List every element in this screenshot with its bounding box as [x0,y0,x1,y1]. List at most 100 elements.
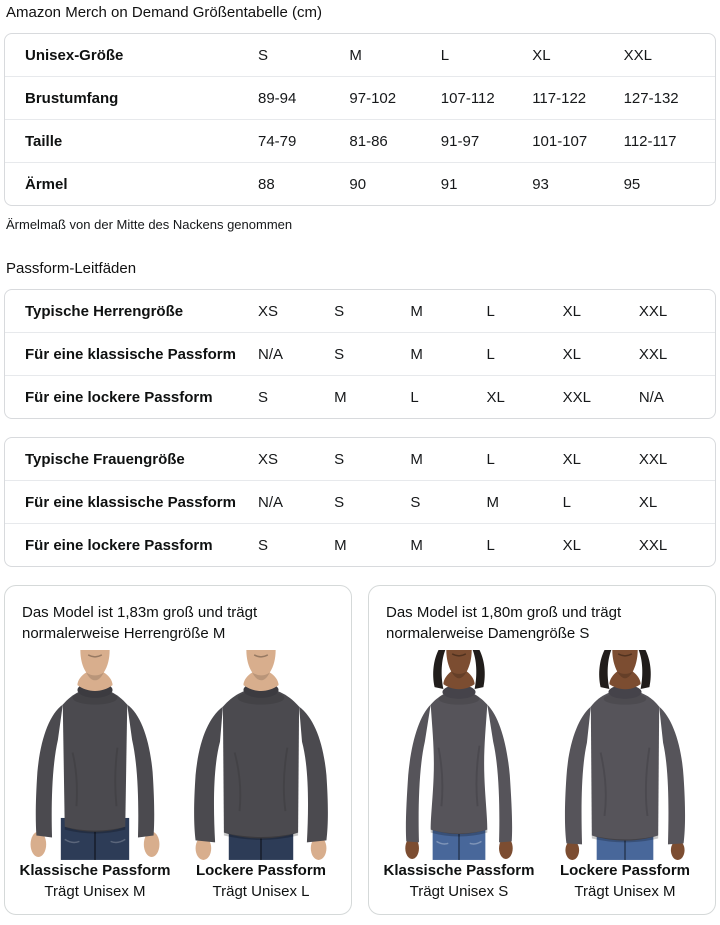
model-figure-loose: Lockere Passform Trägt Unisex L [178,650,344,900]
table-row: Brustumfang 89-94 97-102 107-112 117-122… [5,76,715,119]
table-cell: M [334,388,347,406]
table-cell: XL [562,302,582,320]
table-cell: S [258,388,269,406]
table-cell: XXL [638,302,668,320]
table-row: Taille 74-79 81-86 91-97 101-107 112-117 [5,119,715,162]
table-cell: 107-112 [440,89,495,107]
table-cell: M [334,536,347,554]
table-cell: S [334,345,345,363]
row-label: Für eine klassische Passform [25,493,236,511]
table-row: Typische Herrengröße XS S M L XL XXL [5,290,715,332]
row-label: Für eine klassische Passform [25,345,236,363]
table-cell: 89-94 [258,89,297,107]
fit-table-men: Typische Herrengröße XS S M L XL XXL Für… [4,289,716,419]
fit-label: Lockere Passform [559,861,691,879]
table-row: Für eine lockere Passform S M M L XL XXL [5,523,715,566]
male-loose-fit-photo-icon [194,650,328,860]
model-description: Das Model ist 1,80m groß und trägt norma… [386,604,622,642]
table-cell: M [410,302,423,320]
table-cell: L [410,388,419,406]
table-cell: XXL [638,536,668,554]
table-cell: N/A [258,493,284,511]
fit-label: Lockere Passform [195,861,327,879]
table-cell: 95 [623,175,641,193]
row-label: Für eine lockere Passform [25,388,213,406]
page-title: Amazon Merch on Demand Größentabelle (cm… [6,4,322,21]
table-cell: M [486,493,499,511]
table-cell: S [334,302,345,320]
size-table: Unisex-Größe S M L XL XXL Brustumfang 89… [4,33,716,206]
table-cell: L [486,302,495,320]
figures-row: Klassische Passform Trägt Unisex S [376,650,708,900]
fit-table-women: Typische Frauengröße XS S M L XL XXL Für… [4,437,716,567]
row-label: Typische Herrengröße [25,302,184,320]
table-cell: N/A [638,388,664,406]
table-cell: L [486,536,495,554]
model-card-men: Das Model ist 1,83m groß und trägt norma… [4,585,352,915]
table-cell: 74-79 [258,132,297,150]
size-column-header: M [349,46,362,64]
row-label: Typische Frauengröße [25,450,185,468]
table-row: Für eine klassische Passform N/A S S M L… [5,480,715,523]
table-cell: M [410,345,423,363]
table-cell: 101-107 [532,132,588,150]
wears-size-label: Trägt Unisex M [44,882,146,900]
table-cell: XS [258,450,279,468]
table-cell: 88 [258,175,275,193]
table-cell: 91 [440,175,458,193]
table-cell: L [562,493,571,511]
table-cell: 90 [349,175,367,193]
table-cell: 112-117 [623,132,677,150]
sleeve-measure-note: Ärmelmaß von der Mitte des Nackens genom… [6,217,293,232]
table-cell: S [334,493,345,511]
model-cards: Das Model ist 1,83m groß und trägt norma… [4,585,716,915]
table-cell: XL [562,450,582,468]
table-cell: XXL [638,450,668,468]
table-cell: XL [486,388,505,406]
table-row: Für eine klassische Passform N/A S M L X… [5,332,715,375]
female-loose-fit-photo-icon [564,650,686,860]
table-cell: L [486,345,495,363]
row-label: Ärmel [25,175,68,193]
table-cell: 97-102 [349,89,397,107]
fit-label: Klassische Passform [383,861,535,879]
size-column-header: XXL [623,46,652,64]
table-cell: 127-132 [623,89,679,107]
table-row: Typische Frauengröße XS S M L XL XXL [5,438,715,480]
female-classic-fit-photo-icon [405,650,513,860]
table-cell: XL [638,493,658,511]
table-cell: XXL [562,388,592,406]
model-figure-loose: Lockere Passform Trägt Unisex M [542,650,708,900]
male-classic-fit-photo-icon [30,650,160,860]
size-column-header: S [258,46,269,64]
table-cell: XS [258,302,279,320]
table-cell: S [410,493,421,511]
row-label: Taille [25,132,63,150]
table-cell: XL [562,536,582,554]
figures-row: Klassische Passform Trägt Unisex M [12,650,344,900]
model-figure-classic: Klassische Passform Trägt Unisex M [12,650,178,900]
table-cell: 93 [532,175,549,193]
table-cell: 81-86 [349,132,388,150]
row-label: Brustumfang [25,89,119,107]
table-row: Ärmel 88 90 91 93 95 [5,162,715,205]
table-cell: S [258,536,269,554]
row-label: Für eine lockere Passform [25,536,213,554]
row-label: Unisex-Größe [25,46,124,64]
table-cell: 117-122 [532,89,587,107]
table-cell: S [334,450,345,468]
table-cell: XXL [638,345,668,363]
table-row: Für eine lockere Passform S M L XL XXL N… [5,375,715,418]
table-cell: 91-97 [440,132,480,150]
model-card-women: Das Model ist 1,80m groß und trägt norma… [368,585,716,915]
fit-guides-heading: Passform-Leitfäden [6,260,137,277]
table-cell: N/A [258,345,284,363]
model-description: Das Model ist 1,83m groß und trägt norma… [22,604,258,642]
wears-size-label: Trägt Unisex M [574,882,676,900]
wears-size-label: Trägt Unisex S [409,882,509,900]
fit-label: Klassische Passform [19,861,171,879]
table-cell: XL [562,345,582,363]
size-column-header: XL [532,46,551,64]
table-row: Unisex-Größe S M L XL XXL [5,34,715,76]
